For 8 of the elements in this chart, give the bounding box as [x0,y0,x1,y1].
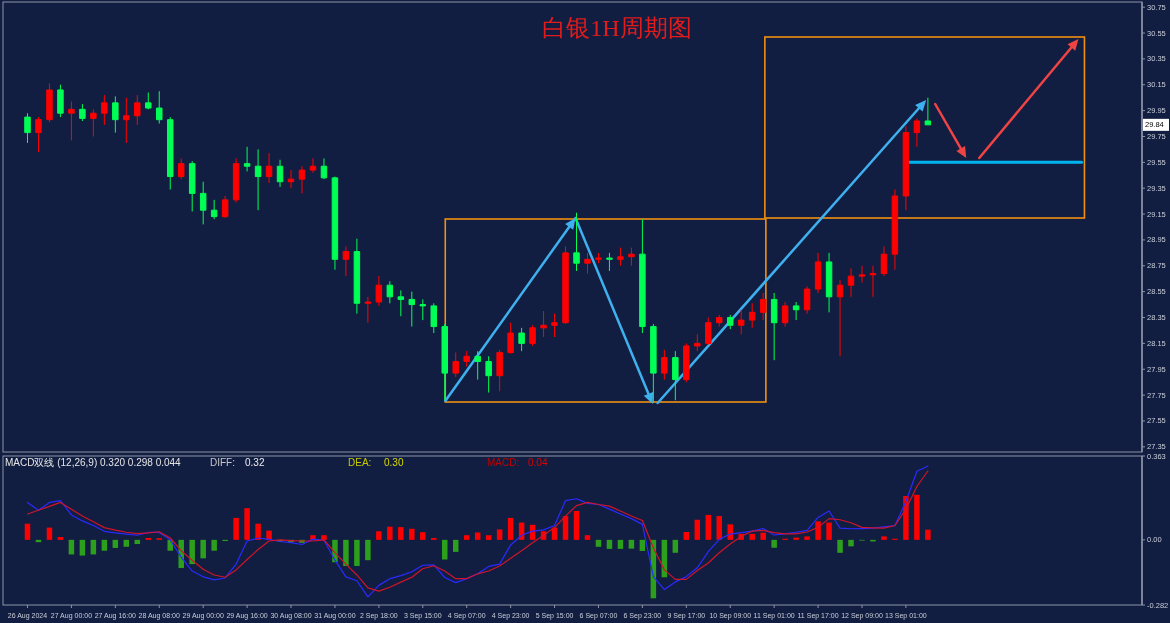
annotation: DIFF: [210,457,235,468]
annotation: 0.30 [384,457,404,468]
annotation: DEA: [348,457,372,468]
annotation: 0.32 [245,457,265,468]
text: 白银1H周期图 [542,15,692,41]
annotation: 0.04 [528,457,548,468]
annotation: MACD: [487,457,520,468]
annotation: MACD双线 (12,26,9) 0.320 0.298 0.044 [5,457,182,468]
